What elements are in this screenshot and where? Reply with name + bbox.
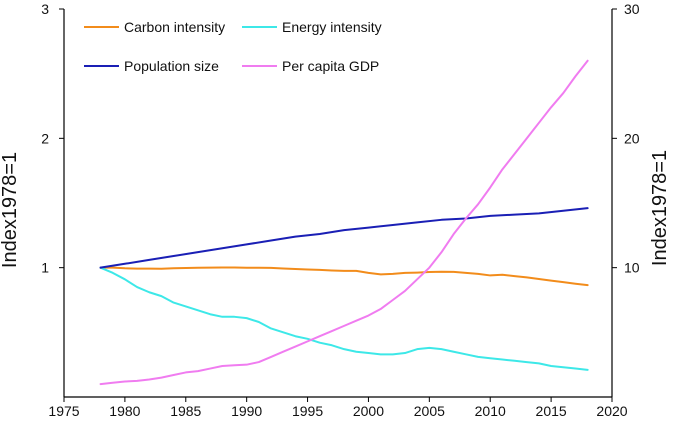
legend-label-per-capita-gdp: Per capita GDP bbox=[282, 58, 379, 74]
x-tick-label: 2000 bbox=[353, 403, 384, 419]
right-axis-title: Index1978=1 bbox=[649, 150, 671, 266]
x-tick-label: 2010 bbox=[475, 403, 506, 419]
legend: Carbon intensity Energy intensity Populati… bbox=[84, 19, 382, 74]
x-tick-label: 1980 bbox=[109, 403, 140, 419]
right-y-tick-label: 10 bbox=[624, 260, 640, 276]
x-tick-label: 2020 bbox=[596, 403, 627, 419]
series-layer bbox=[99, 59, 589, 386]
legend-label-energy-intensity: Energy intensity bbox=[282, 19, 382, 35]
legend-label-population-size: Population size bbox=[124, 58, 219, 74]
energy-intensity-line bbox=[99, 266, 589, 371]
per-capita-gdp-line bbox=[99, 59, 589, 386]
x-tick-label: 1990 bbox=[231, 403, 262, 419]
left-y-tick-label: 2 bbox=[41, 130, 49, 146]
left-axis-title: Index1978=1 bbox=[0, 152, 21, 268]
population-size-line bbox=[99, 207, 589, 269]
x-tick-label: 2005 bbox=[414, 403, 445, 419]
x-tick-label: 1975 bbox=[48, 403, 79, 419]
x-tick-label: 1985 bbox=[170, 403, 201, 419]
axes-layer: 1975 1980 1985 1990 1995 2000 2005 2010 2015 2020… bbox=[41, 1, 640, 419]
left-y-tick-label: 3 bbox=[41, 1, 49, 17]
legend-label-carbon-intensity: Carbon intensity bbox=[124, 19, 225, 35]
x-tick-label: 1995 bbox=[292, 403, 323, 419]
right-y-tick-label: 20 bbox=[624, 130, 640, 146]
x-tick-label: 2015 bbox=[536, 403, 567, 419]
left-y-tick-label: 1 bbox=[41, 260, 49, 276]
right-y-tick-label: 30 bbox=[624, 1, 640, 17]
carbon-intensity-line bbox=[99, 266, 589, 287]
